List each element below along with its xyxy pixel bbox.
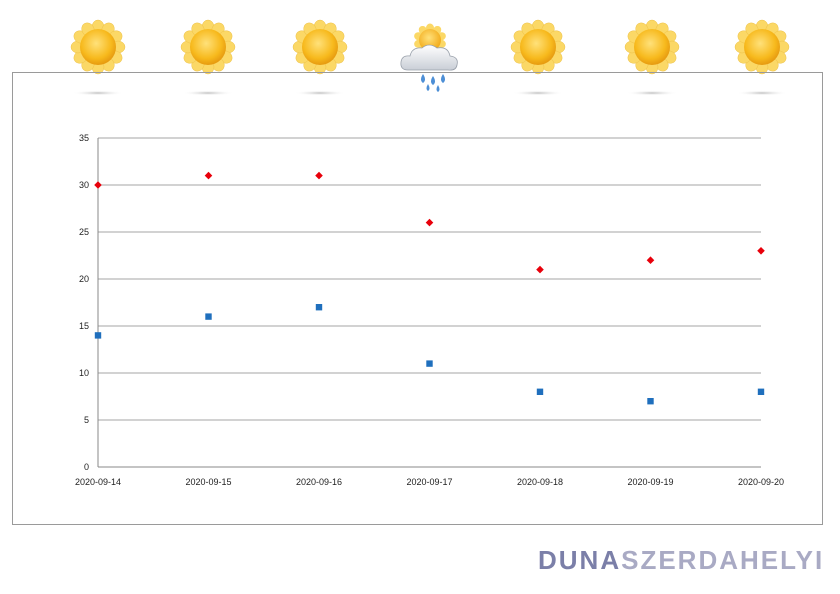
x-tick-label: 2020-09-15 <box>185 477 231 487</box>
logo-part-szerdahelyi: SZERDAHELYI <box>621 545 825 575</box>
data-point-diamond <box>315 171 323 180</box>
y-tick-label: 10 <box>79 368 89 378</box>
data-point-square <box>94 332 102 339</box>
sun-icon <box>285 14 355 100</box>
logo-part-duna: DUNA <box>538 545 622 575</box>
x-tick-label: 2020-09-16 <box>296 477 342 487</box>
x-tick-label: 2020-09-14 <box>75 477 121 487</box>
data-point-square <box>536 388 544 395</box>
y-tick-label: 5 <box>84 415 89 425</box>
y-tick-label: 0 <box>84 462 89 472</box>
x-tick-label: 2020-09-18 <box>517 477 563 487</box>
data-point-diamond <box>757 247 765 255</box>
y-tick-label: 35 <box>79 133 89 143</box>
cloud-rain-sun-icon <box>396 14 466 100</box>
data-point-square <box>205 313 212 320</box>
data-point-diamond <box>536 265 544 274</box>
y-tick-label: 30 <box>79 180 89 190</box>
site-logo[interactable]: DUNASZERDAHELYI <box>538 544 824 576</box>
y-tick-label: 20 <box>79 274 89 284</box>
sun-icon <box>727 14 797 100</box>
data-point-diamond <box>94 181 102 189</box>
x-tick-label: 2020-09-19 <box>627 477 673 487</box>
chart-frame: 0 5 10 15 20 25 30 35 2020-09-14 2020-09-15 2020-0… <box>12 72 823 525</box>
data-point-square <box>647 398 654 405</box>
data-point-diamond <box>646 256 655 264</box>
sun-icon <box>63 14 133 100</box>
temperature-chart: 0 5 10 15 20 25 30 35 2020-09-14 2020-09-15 2020-0… <box>75 133 784 487</box>
weather-icon-row <box>0 0 840 100</box>
x-tick-label: 2020-09-20 <box>738 477 784 487</box>
data-point-square <box>757 388 765 395</box>
data-point-diamond <box>425 218 434 227</box>
sun-icon <box>173 14 243 100</box>
sun-icon <box>503 14 573 100</box>
y-tick-label: 25 <box>79 227 89 237</box>
data-point-square <box>315 304 323 311</box>
y-tick-label: 15 <box>79 321 89 331</box>
x-tick-label: 2020-09-17 <box>406 477 452 487</box>
data-point-square <box>426 360 433 367</box>
data-point-diamond <box>204 171 213 180</box>
sun-icon <box>617 14 687 100</box>
